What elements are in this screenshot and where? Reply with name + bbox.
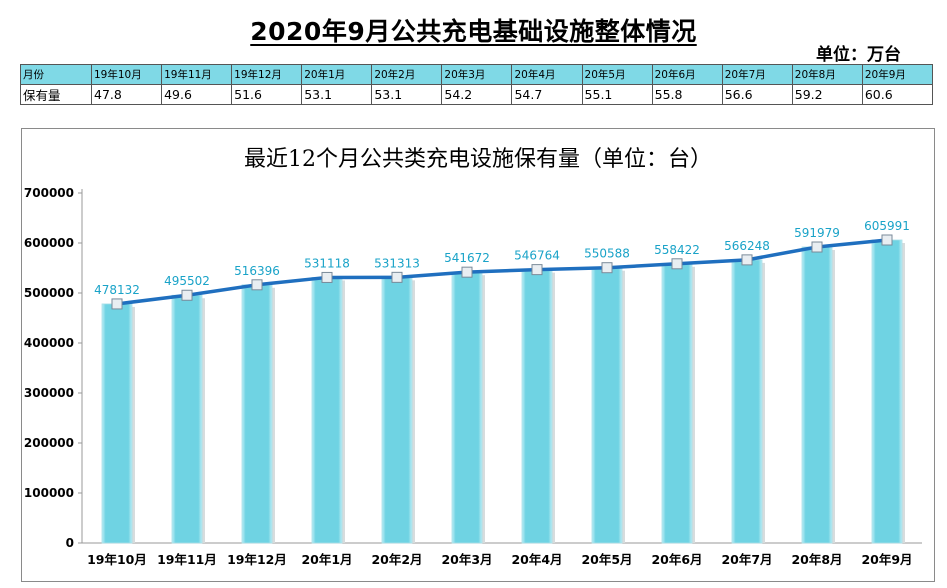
data-label: 566248 (724, 239, 770, 253)
page-title: 2020年9月公共充电基础设施整体情况 (250, 17, 697, 46)
line-point (601, 262, 613, 274)
chart-panel: 0 100000 200000 300000 400000 500000 600000 700… (21, 128, 935, 582)
data-label: 558422 (654, 243, 700, 257)
bar (381, 276, 413, 544)
data-label: 531118 (304, 256, 350, 270)
table-value-cell: 55.1 (581, 84, 653, 105)
x-tick-label: 20年1月 (301, 552, 352, 567)
bar (101, 303, 133, 544)
table-value-cell: 59.2 (791, 84, 863, 105)
x-tick-label: 20年3月 (441, 552, 492, 567)
table-value-cell: 56.6 (721, 84, 793, 105)
data-label: 531313 (374, 256, 420, 270)
summary-table: 月份 19年10月 19年11月 19年12月 20年1月 20年2月 20年3月 20年4… (20, 64, 934, 105)
table-month-cell: 20年2月 (371, 64, 443, 85)
x-tick-label: 20年6月 (651, 552, 702, 567)
data-label: 550588 (584, 247, 630, 261)
x-tick-label: 20年5月 (581, 552, 632, 567)
line-point (181, 289, 193, 301)
data-label: 541672 (444, 251, 490, 265)
bar (521, 269, 553, 544)
data-label: 591979 (794, 226, 840, 240)
x-tick-label: 19年10月 (87, 552, 147, 567)
table-month-cell: 19年12月 (231, 64, 303, 85)
data-label: 495502 (164, 274, 210, 288)
line-point (671, 258, 683, 270)
bar (871, 239, 903, 544)
y-tick-label: 0 (66, 536, 74, 550)
chart-title: 最近12个月公共类充电设施保有量（单位：台） (244, 147, 712, 172)
bar (731, 259, 763, 544)
row-label-values: 保有量 (20, 84, 92, 105)
table-month-cell: 20年7月 (721, 64, 793, 85)
table-value-cell: 54.2 (441, 84, 513, 105)
series-line (116, 238, 888, 306)
data-label: 546764 (514, 249, 560, 263)
table-header-row: 月份 19年10月 19年11月 19年12月 20年1月 20年2月 20年3月 20年4… (20, 64, 934, 85)
table-month-cell: 20年1月 (301, 64, 373, 85)
y-tick-label: 400000 (24, 336, 74, 350)
table-value-cell: 49.6 (161, 84, 233, 105)
y-tick-label: 200000 (24, 436, 74, 450)
bar (451, 271, 483, 544)
table-month-cell: 20年9月 (861, 64, 934, 85)
line-point (811, 241, 823, 253)
line-point (391, 271, 403, 283)
table-value-cell: 51.6 (231, 84, 303, 105)
line-point (251, 279, 263, 291)
table-month-cell: 20年5月 (581, 64, 653, 85)
y-tick-label: 500000 (24, 286, 74, 300)
table-value-cell: 53.1 (301, 84, 373, 105)
table-value-cell: 54.7 (511, 84, 583, 105)
row-label-months: 月份 (20, 64, 92, 85)
y-tick-label: 600000 (24, 236, 74, 250)
table-month-cell: 20年4月 (511, 64, 583, 85)
bar (171, 294, 203, 544)
data-label: 478132 (94, 283, 140, 297)
bar (591, 267, 623, 544)
x-tick-label: 19年12月 (227, 552, 287, 567)
bar (311, 277, 343, 544)
table-value-cell: 47.8 (90, 84, 163, 105)
y-tick-label: 700000 (24, 186, 74, 200)
line-point (741, 254, 753, 266)
y-tick-label: 100000 (24, 486, 74, 500)
table-month-cell: 20年3月 (441, 64, 513, 85)
x-tick-label: 20年8月 (791, 552, 842, 567)
line-point (881, 234, 893, 246)
line-point (111, 298, 123, 310)
data-label: 516396 (234, 264, 280, 278)
x-tick-label: 20年9月 (861, 552, 912, 567)
table-value-cell: 53.1 (371, 84, 443, 105)
table-month-cell: 19年10月 (90, 64, 163, 85)
line-point (321, 271, 333, 283)
x-tick-label: 20年7月 (721, 552, 772, 567)
bar (661, 263, 693, 544)
x-tick-label: 20年2月 (371, 552, 422, 567)
data-label: 605991 (864, 219, 910, 233)
table-month-cell: 20年6月 (651, 64, 723, 85)
line-point (531, 264, 543, 276)
bar (801, 246, 833, 544)
bar (241, 284, 273, 544)
x-tick-label: 20年4月 (511, 552, 562, 567)
table-value-cell: 55.8 (651, 84, 723, 105)
table-month-cell: 20年8月 (791, 64, 863, 85)
x-tick-label: 19年11月 (157, 552, 217, 567)
table-month-cell: 19年11月 (161, 64, 233, 85)
table-value-cell: 60.6 (861, 84, 934, 105)
line-point (461, 266, 473, 278)
y-tick-label: 300000 (24, 386, 74, 400)
bar-line-chart: 0 100000 200000 300000 400000 500000 600000 700… (24, 186, 922, 567)
unit-label: 单位：万台 (816, 45, 901, 65)
table-values-row: 保有量 47.8 49.6 51.6 53.1 53.1 54.2 54.7 55.1 55.8… (20, 84, 934, 105)
